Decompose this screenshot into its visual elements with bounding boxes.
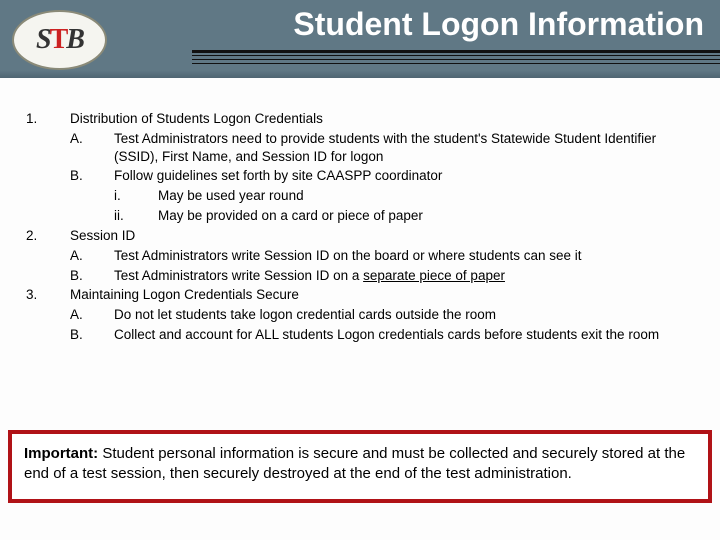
letter-marker: A. xyxy=(70,130,114,166)
list-item: A. Do not let students take logon creden… xyxy=(26,306,704,324)
list-item: B. Follow guidelines set forth by site C… xyxy=(26,167,704,185)
header-band: STB Student Logon Information xyxy=(0,0,720,78)
important-callout: Important: Student personal information … xyxy=(8,430,712,503)
roman-marker: ii. xyxy=(114,207,158,225)
letter-marker: B. xyxy=(70,267,114,285)
letter-marker: B. xyxy=(70,326,114,344)
item-text: Distribution of Students Logon Credentia… xyxy=(70,110,704,128)
logo: STB xyxy=(12,10,107,70)
list-item: ii. May be provided on a card or piece o… xyxy=(26,207,704,225)
num-marker: 3. xyxy=(26,286,70,304)
letter-marker: A. xyxy=(70,247,114,265)
item-text: May be used year round xyxy=(158,187,704,205)
item-text: Test Administrators write Session ID on … xyxy=(114,267,704,285)
list-item: A. Test Administrators need to provide s… xyxy=(26,130,704,166)
list-item: i. May be used year round xyxy=(26,187,704,205)
letter-marker: A. xyxy=(70,306,114,324)
logo-text: STB xyxy=(36,24,83,56)
item-text: Test Administrators write Session ID on … xyxy=(114,247,704,265)
roman-marker: i. xyxy=(114,187,158,205)
item-text: Session ID xyxy=(70,227,704,245)
item-text: Maintaining Logon Credentials Secure xyxy=(70,286,704,304)
item-text: Collect and account for ALL students Log… xyxy=(114,326,704,344)
num-marker: 2. xyxy=(26,227,70,245)
item-text: Test Administrators need to provide stud… xyxy=(114,130,704,166)
callout-text: Student personal information is secure a… xyxy=(24,445,685,482)
item-text: May be provided on a card or piece of pa… xyxy=(158,207,704,225)
outline-content: 1. Distribution of Students Logon Creden… xyxy=(26,110,704,346)
page-title: Student Logon Information xyxy=(293,6,704,43)
list-item: B. Collect and account for ALL students … xyxy=(26,326,704,344)
item-text: Do not let students take logon credentia… xyxy=(114,306,704,324)
item-text: Follow guidelines set forth by site CAAS… xyxy=(114,167,704,185)
num-marker: 1. xyxy=(26,110,70,128)
list-item: 1. Distribution of Students Logon Creden… xyxy=(26,110,704,128)
letter-marker: B. xyxy=(70,167,114,185)
list-item: A. Test Administrators write Session ID … xyxy=(26,247,704,265)
underlined-text: separate piece of paper xyxy=(363,268,505,283)
callout-label: Important: xyxy=(24,445,98,462)
list-item: 3. Maintaining Logon Credentials Secure xyxy=(26,286,704,304)
list-item: 2. Session ID xyxy=(26,227,704,245)
title-underline-group xyxy=(192,50,720,67)
list-item: B. Test Administrators write Session ID … xyxy=(26,267,704,285)
